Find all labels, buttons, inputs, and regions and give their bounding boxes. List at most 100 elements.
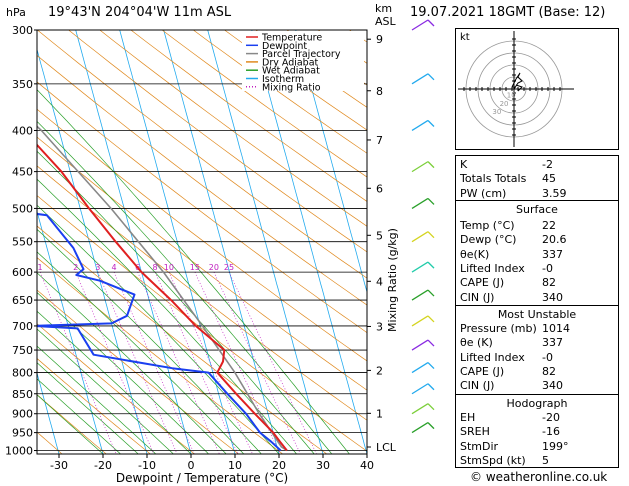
mixing-ratio-line	[39, 271, 117, 454]
pressure-tick-label: 1000	[5, 445, 33, 458]
legend-box	[242, 31, 364, 91]
mixing-ratio-line	[228, 271, 317, 454]
index-value: 45	[542, 172, 556, 186]
pressure-tick-label: 900	[12, 408, 33, 421]
legend-label: Dry Adiabat	[262, 57, 319, 68]
mixing-ratio-label: 4	[111, 263, 116, 272]
wind-barb-flag	[427, 383, 435, 391]
most-unstable-panel: Most Unstable Pressure (mb) 1014 θe (K) 337…	[455, 305, 619, 395]
wind-barb	[411, 289, 429, 301]
hodograph-ring-label: 10	[507, 91, 516, 99]
pressure-tick-label: 450	[12, 166, 33, 179]
mixing-ratio-axis-label: Mixing Ratio (g/kg)	[386, 228, 399, 332]
index-label: K	[460, 158, 468, 171]
wind-barb	[411, 197, 429, 209]
dry-adiabat-line	[130, 30, 367, 202]
most-unstable-label: θe (K)	[460, 336, 493, 350]
wind-barb	[411, 315, 429, 327]
dry-adiabat-line	[68, 30, 367, 253]
most-unstable-label: CIN (J)	[460, 379, 495, 393]
km-tick-label: 3	[376, 320, 383, 333]
most-unstable-label: Lifted Index	[460, 350, 525, 364]
index-label: Totals Totals	[460, 172, 527, 186]
most-unstable-row: Pressure (mb) 1014	[460, 322, 614, 336]
wind-barb	[411, 231, 429, 243]
credit-footer: © weatheronline.co.uk	[470, 470, 608, 484]
temp-tick-label: 10	[228, 459, 242, 472]
surface-label: CIN (J)	[460, 290, 495, 304]
legend-label: Temperature	[261, 33, 322, 44]
hodograph-stat-row: StmDir 199°	[460, 440, 614, 454]
pressure-tick-label: 950	[12, 427, 33, 440]
dry-adiabat-line	[37, 108, 367, 362]
hodograph-ring-label: 20	[500, 100, 509, 108]
mixing-ratio-line	[97, 271, 178, 454]
km-tick-label: 2	[376, 364, 383, 377]
surface-row: CAPE (J) 82	[460, 276, 614, 290]
hodograph-trace	[511, 72, 523, 90]
km-tick-label: 6	[376, 182, 383, 195]
pressure-tick-label: 700	[12, 320, 33, 333]
dry-adiabat-line	[37, 323, 195, 454]
wind-barb	[411, 161, 429, 173]
pressure-tick-label: 300	[12, 24, 33, 37]
index-row: K -2	[460, 158, 614, 172]
wind-barb-flag	[427, 315, 435, 323]
most-unstable-row: θe (K) 337	[460, 336, 614, 350]
km-tick-label: 8	[376, 85, 383, 98]
mixing-ratio-label: 2	[73, 263, 78, 272]
hodograph-stats-title: Hodograph	[506, 397, 568, 410]
most-unstable-label: CAPE (J)	[460, 364, 505, 378]
wind-barb-flag	[427, 289, 435, 297]
temp-tick-label: 40	[360, 459, 374, 472]
isotherm-line	[75, 30, 192, 454]
wet-adiabat-line	[37, 362, 139, 454]
wet-adiabat-line	[37, 378, 121, 454]
km-tick-label: 9	[376, 33, 383, 46]
wet-adiabat-line	[37, 89, 350, 454]
wet-adiabat-line	[37, 251, 245, 454]
legend-label: Wet Adiabat	[262, 66, 320, 77]
dry-adiabat-line	[161, 30, 367, 178]
most-unstable-value: -0	[542, 350, 553, 364]
surface-value: -0	[542, 261, 553, 275]
temp-tick-label: 0	[188, 459, 195, 472]
hodograph-stat-row: StmSpd (kt) 5	[460, 454, 614, 468]
index-value: 3.59	[542, 186, 567, 200]
wind-barb-flag	[427, 422, 435, 430]
wind-barb-flag	[427, 339, 435, 347]
mixing-ratio-line	[168, 271, 253, 454]
dry-adiabat-line	[37, 81, 367, 334]
temperature-line	[37, 143, 288, 452]
pressure-tick-label: 600	[12, 266, 33, 279]
location-title: 19°43'N 204°04'W 11m ASL	[48, 5, 232, 20]
surface-panel: Surface Temp (°C) 22 Dewp (°C) 20.6 θe(K) 337…	[455, 200, 619, 306]
pressure-tick-label: 750	[12, 344, 33, 357]
mixing-ratio-line	[75, 271, 155, 454]
mixing-ratio-label: 10	[164, 263, 174, 272]
surface-label: Lifted Index	[460, 261, 525, 275]
indices-panel: K -2 Totals Totals 45 PW (cm) 3.59	[455, 155, 619, 201]
wet-adiabat-line	[37, 204, 280, 454]
wind-barb-flag	[427, 362, 435, 370]
wind-barb-flag	[427, 403, 435, 411]
km-tick-label: 5	[376, 229, 383, 242]
hodograph-stat-label: EH	[460, 411, 476, 424]
legend-label: Dewpoint	[262, 41, 307, 52]
most-unstable-value: 340	[542, 379, 563, 393]
wind-barb	[411, 73, 429, 85]
dry-adiabat-line	[37, 394, 107, 454]
hodograph-stat-value: 5	[542, 453, 549, 467]
legend-label: Parcel Trajectory	[262, 49, 341, 60]
temp-tick-label: -30	[50, 459, 68, 472]
wind-barb-flag	[427, 120, 435, 127]
pressure-tick-label: 850	[12, 388, 33, 401]
wind-barb	[411, 119, 429, 132]
mixing-ratio-line	[213, 271, 301, 454]
surface-label: Temp (°C)	[460, 219, 515, 232]
mixing-ratio-label: 8	[153, 263, 158, 272]
most-unstable-label: Pressure (mb)	[460, 322, 537, 335]
km-tick-label: 7	[376, 134, 383, 147]
mixing-ratio-label: 15	[190, 263, 200, 272]
